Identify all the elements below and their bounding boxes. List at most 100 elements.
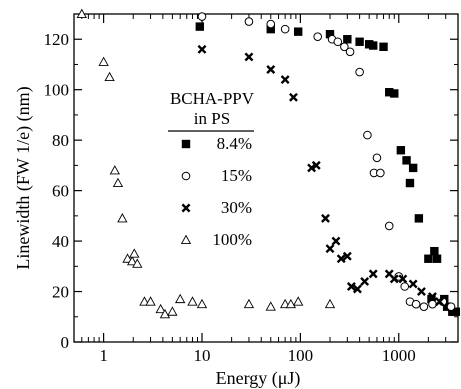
- x-axis-ticks: 1 10 100 1000: [81, 14, 447, 365]
- data-point-open-triangle: [109, 165, 120, 175]
- x-marker-stroke: [368, 269, 378, 279]
- data-point-open-circle: [400, 282, 410, 291]
- data-point-open-triangle: [145, 296, 156, 306]
- data-point-open-triangle: [122, 253, 133, 263]
- data-point-filled-square: [266, 24, 275, 34]
- x-marker-stroke: [181, 203, 191, 213]
- data-point-filled-square: [385, 88, 394, 97]
- data-point-filled-square: [379, 42, 388, 51]
- data-point-open-triangle: [243, 298, 255, 309]
- x-marker-stroke: [336, 254, 346, 264]
- data-point-open-triangle: [132, 258, 143, 268]
- y-axis-title: Linewidth (FW 1/e) (nm): [13, 86, 34, 269]
- data-point-filled-square: [424, 254, 433, 263]
- data-point-filled-square: [369, 41, 378, 50]
- data-point-x-cross: [197, 44, 207, 54]
- data-point-open-circle: [419, 302, 429, 311]
- data-point-open-triangle: [117, 213, 128, 223]
- x-marker-stroke: [307, 163, 317, 173]
- data-point-x-cross: [321, 213, 330, 223]
- data-point-open-circle: [244, 17, 254, 26]
- data-point-filled-square: [451, 307, 461, 316]
- data-point-filled-square: [195, 22, 205, 31]
- y-tick-label: 100: [44, 81, 70, 100]
- data-point-x-cross: [352, 284, 362, 294]
- x-axis-title: Energy (μJ): [216, 368, 301, 389]
- data-point-filled-square: [355, 37, 364, 46]
- data-point-x-cross: [428, 292, 437, 302]
- x-marker-stroke: [244, 52, 254, 62]
- x-marker-stroke: [321, 213, 330, 223]
- data-point-open-circle: [411, 299, 421, 309]
- data-point-open-triangle: [187, 296, 198, 306]
- data-point-open-triangle: [293, 296, 304, 306]
- legend-label: 30%: [221, 198, 252, 217]
- data-point-open-circle: [384, 221, 394, 231]
- x-marker-stroke: [416, 287, 426, 296]
- data-point-open-triangle: [112, 177, 124, 188]
- data-point-open-triangle: [196, 298, 208, 309]
- x-marker-stroke: [197, 44, 207, 54]
- data-point-open-triangle: [76, 8, 87, 18]
- data-point-open-triangle: [265, 301, 276, 311]
- legend-marker-open-triangle: [180, 234, 192, 244]
- x-marker-stroke: [435, 297, 445, 307]
- legend-marker-open-circle: [181, 171, 191, 181]
- x-marker-stroke: [398, 274, 408, 284]
- data-point-filled-square: [293, 27, 303, 36]
- data-point-filled-square: [430, 246, 439, 256]
- x-marker-stroke: [342, 251, 352, 261]
- x-marker-stroke: [360, 276, 370, 286]
- y-tick-label: 120: [44, 30, 70, 49]
- data-point-open-circle: [428, 299, 437, 309]
- x-marker-stroke: [331, 236, 341, 246]
- data-point-x-cross: [416, 287, 426, 296]
- data-point-open-triangle: [155, 303, 166, 314]
- data-point-x-cross: [331, 236, 341, 246]
- data-point-x-cross: [266, 65, 276, 74]
- data-point-open-triangle: [167, 306, 178, 316]
- x-marker-stroke: [352, 284, 362, 294]
- data-point-open-triangle: [175, 293, 186, 304]
- legend-marker-x-cross: [181, 203, 191, 213]
- legend-title-line2: in PS: [194, 109, 230, 128]
- data-point-open-circle: [345, 47, 355, 57]
- plot-frame: [73, 13, 459, 343]
- legend: BCHA-PPV in PS 8.4% 15% 30% 100%: [166, 87, 258, 279]
- data-point-open-circle: [446, 302, 456, 311]
- x-marker-stroke: [389, 274, 399, 284]
- data-point-filled-square: [432, 254, 442, 263]
- legend-label: 100%: [212, 230, 252, 249]
- x-tick-label: 100: [288, 346, 314, 365]
- x-marker-stroke: [346, 282, 356, 291]
- data-point-open-triangle: [104, 71, 115, 82]
- y-tick-label: 40: [52, 232, 69, 251]
- data-point-open-circle: [340, 42, 349, 52]
- data-point-open-circle: [197, 12, 207, 21]
- data-point-open-circle: [372, 153, 382, 163]
- series-open-triangle: [76, 8, 336, 319]
- y-tick-label: 80: [52, 131, 69, 150]
- axes: [73, 13, 459, 343]
- data-point-x-cross: [288, 92, 298, 102]
- data-point-x-cross: [325, 244, 335, 254]
- data-point-open-triangle: [139, 296, 150, 306]
- data-points: [76, 8, 461, 319]
- data-point-x-cross: [368, 269, 378, 279]
- data-point-filled-square: [414, 214, 424, 223]
- data-point-filled-square: [390, 89, 399, 98]
- x-marker-stroke: [280, 75, 290, 85]
- data-point-x-cross: [346, 282, 356, 291]
- legend-title-line1: BCHA-PPV: [170, 89, 255, 108]
- data-point-open-circle: [363, 130, 372, 140]
- x-tick-label: 1000: [382, 346, 416, 365]
- x-marker-stroke: [266, 65, 276, 74]
- x-marker-stroke: [384, 269, 394, 279]
- legend-label: 15%: [221, 166, 252, 185]
- data-point-filled-square: [405, 178, 415, 188]
- data-point-open-circle: [333, 37, 343, 47]
- data-point-x-cross: [342, 251, 352, 261]
- data-point-x-cross: [336, 254, 346, 264]
- data-point-filled-square: [343, 35, 352, 44]
